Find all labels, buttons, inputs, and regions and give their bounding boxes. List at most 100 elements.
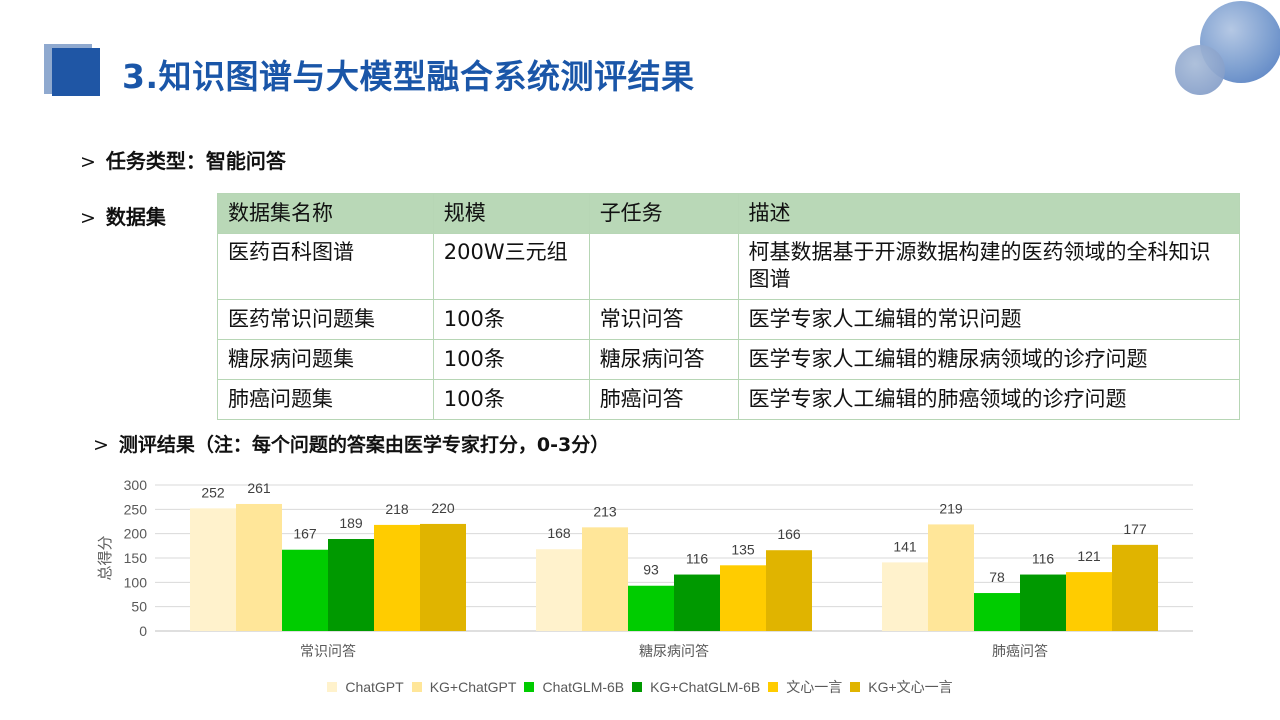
dataset-table: 数据集名称 规模 子任务 描述 医药百科图谱 200W三元组 柯基数据基于开源数… xyxy=(217,193,1241,420)
decorative-circle-small xyxy=(1175,45,1225,95)
bullet-dataset-text: 数据集 xyxy=(105,205,166,229)
legend-item: ChatGLM-6B xyxy=(524,677,624,697)
data-label: 189 xyxy=(339,515,363,531)
legend-item: KG+文心一言 xyxy=(850,677,953,697)
table-cell: 糖尿病问题集 xyxy=(217,339,434,380)
legend-label: 文心一言 xyxy=(786,679,843,695)
data-label: 213 xyxy=(593,503,617,519)
bar xyxy=(374,524,420,631)
table-row: 糖尿病问题集 100条 糖尿病问答 医学专家人工编辑的糖尿病领域的诊疗问题 xyxy=(217,339,1241,380)
legend-item: KG+ChatGLM-6B xyxy=(632,677,760,697)
table-cell: 常识问答 xyxy=(588,299,739,340)
bar xyxy=(420,523,466,631)
table-row: 医药百科图谱 200W三元组 柯基数据基于开源数据构建的医药领域的全科知识图谱 xyxy=(217,233,1241,300)
bar xyxy=(536,549,582,631)
data-label: 78 xyxy=(989,569,1005,585)
bar xyxy=(582,527,628,631)
data-label: 135 xyxy=(731,541,755,557)
x-tick-label: 糖尿病问答 xyxy=(639,643,709,660)
table-cell: 柯基数据基于开源数据构建的医药领域的全科知识图谱 xyxy=(737,233,1241,300)
data-label: 220 xyxy=(431,500,455,516)
data-label: 177 xyxy=(1123,521,1147,537)
y-axis-label: 总得分 xyxy=(96,535,114,580)
legend-label: KG+ChatGPT xyxy=(429,679,517,695)
table-header-cell: 数据集名称 xyxy=(217,193,434,234)
table-cell: 医药百科图谱 xyxy=(217,233,434,300)
data-label: 219 xyxy=(939,500,963,516)
legend-label: ChatGLM-6B xyxy=(542,679,625,695)
y-tick-label: 200 xyxy=(124,526,148,542)
bullet-results-text: 测评结果（注：每个问题的答案由医学专家打分，0-3分） xyxy=(118,434,610,456)
table-cell: 200W三元组 xyxy=(432,233,590,300)
x-tick-label: 肺癌问答 xyxy=(992,643,1048,660)
table-header-row: 数据集名称 规模 子任务 描述 xyxy=(217,193,1241,234)
bar xyxy=(974,593,1020,631)
y-tick-label: 150 xyxy=(124,550,148,566)
bar xyxy=(766,550,812,631)
legend-item: 文心一言 xyxy=(768,677,842,697)
legend-swatch xyxy=(632,682,643,692)
table-cell: 肺癌问题集 xyxy=(217,379,434,420)
legend-swatch xyxy=(327,682,338,692)
data-label: 261 xyxy=(247,480,271,496)
bar xyxy=(674,574,720,631)
table-cell: 医药常识问题集 xyxy=(217,299,434,340)
data-label: 168 xyxy=(547,525,571,541)
bar xyxy=(628,585,674,631)
data-label: 218 xyxy=(385,501,409,517)
bar xyxy=(928,524,974,631)
bar xyxy=(720,565,766,631)
table-cell: 肺癌问答 xyxy=(588,379,739,420)
bar xyxy=(282,549,328,631)
data-label: 167 xyxy=(293,526,317,542)
y-tick-label: 100 xyxy=(124,574,148,590)
table-header-cell: 子任务 xyxy=(588,193,739,234)
table-header-cell: 规模 xyxy=(432,193,590,234)
y-tick-label: 50 xyxy=(131,599,147,615)
y-tick-label: 300 xyxy=(124,477,148,493)
bullet-dataset: > 数据集 xyxy=(80,201,166,230)
title-decoration-front xyxy=(52,48,100,96)
bullet-task-type-text: 任务类型：智能问答 xyxy=(105,149,286,173)
data-label: 93 xyxy=(643,562,659,578)
bullet-arrow-icon: > xyxy=(80,151,96,173)
data-label: 121 xyxy=(1077,548,1101,564)
legend-swatch xyxy=(411,682,422,692)
legend-label: ChatGPT xyxy=(345,679,404,695)
legend-item: KG+ChatGPT xyxy=(411,677,517,697)
legend-swatch xyxy=(768,682,779,692)
slide-title: 3.知识图谱与大模型融合系统测评结果 xyxy=(122,57,695,96)
data-label: 141 xyxy=(893,538,917,554)
bar xyxy=(190,508,236,631)
legend-label: KG+文心一言 xyxy=(868,679,953,695)
table-cell: 医学专家人工编辑的肺癌领域的诊疗问题 xyxy=(737,379,1241,420)
y-tick-label: 250 xyxy=(124,501,148,517)
table-header-cell: 描述 xyxy=(737,193,1241,234)
chart-legend: ChatGPT KG+ChatGPT ChatGLM-6B KG+ChatGLM-6B… xyxy=(0,677,1280,697)
data-label: 116 xyxy=(1032,551,1055,567)
table-row: 肺癌问题集 100条 肺癌问答 医学专家人工编辑的肺癌领域的诊疗问题 xyxy=(217,379,1241,420)
data-label: 116 xyxy=(686,551,709,567)
bullet-results: > 测评结果（注：每个问题的答案由医学专家打分，0-3分） xyxy=(93,430,609,457)
y-tick-label: 0 xyxy=(139,623,147,639)
bullet-arrow-icon: > xyxy=(93,434,109,456)
legend-label: KG+ChatGLM-6B xyxy=(650,679,761,695)
bar xyxy=(1066,572,1112,631)
bar xyxy=(328,539,374,631)
legend-item: ChatGPT xyxy=(327,677,404,697)
bar xyxy=(882,562,928,631)
table-cell: 医学专家人工编辑的常识问题 xyxy=(737,299,1241,340)
bullet-task-type: > 任务类型：智能问答 xyxy=(80,145,286,174)
table-cell: 100条 xyxy=(432,379,590,420)
bar xyxy=(1020,574,1066,631)
bar xyxy=(236,503,282,631)
x-tick-label: 常识问答 xyxy=(300,643,356,660)
data-label: 252 xyxy=(201,484,225,500)
bar xyxy=(1112,544,1158,631)
table-cell xyxy=(588,233,739,300)
data-label: 166 xyxy=(777,526,801,542)
table-cell: 糖尿病问答 xyxy=(588,339,739,380)
bullet-arrow-icon: > xyxy=(80,207,96,229)
legend-swatch xyxy=(524,682,535,692)
